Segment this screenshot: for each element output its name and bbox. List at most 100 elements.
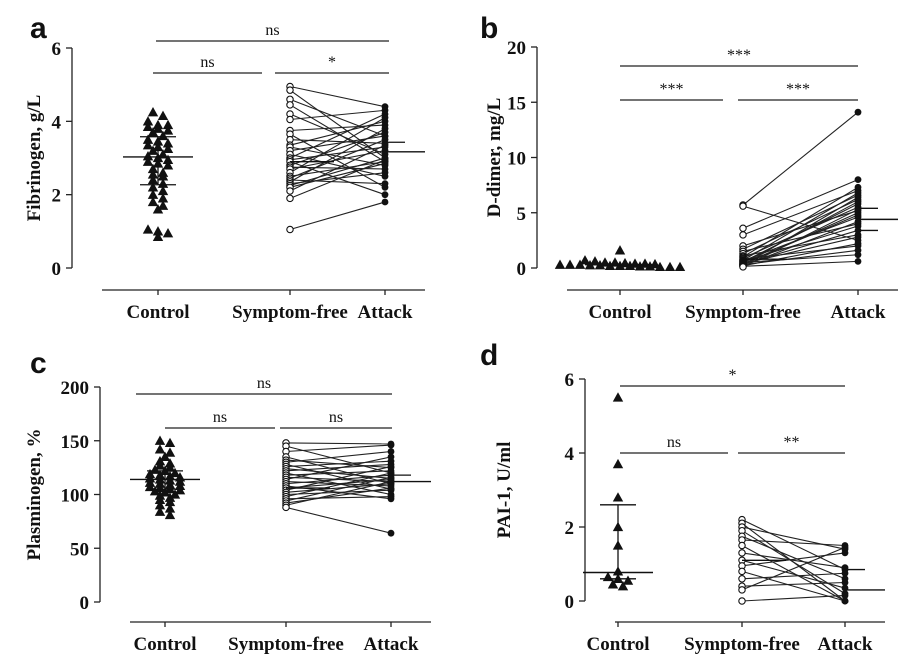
y-tick-label: 6	[565, 370, 575, 391]
control-point	[159, 451, 171, 462]
control-point	[142, 150, 154, 161]
significance-label: ns	[329, 409, 343, 426]
x-tick-label: Attack	[358, 302, 413, 323]
paired-line	[285, 470, 392, 476]
control-point	[154, 500, 166, 510]
y-axis-label: Plasminogen, %	[24, 429, 45, 561]
paired-line	[289, 139, 386, 179]
attack-point	[381, 156, 389, 164]
significance-label: ns	[213, 409, 227, 426]
control-point	[159, 487, 171, 497]
paired-line	[285, 506, 392, 534]
symptom-free-point	[738, 586, 746, 594]
paired-line	[289, 150, 386, 170]
significance-label: ns	[265, 22, 279, 39]
paired-line	[285, 481, 392, 506]
paired-line	[289, 117, 386, 174]
panel-letter: c	[30, 347, 47, 380]
y-axis-label: PAI-1, U/ml	[494, 442, 515, 539]
symptom-free-point	[286, 115, 294, 124]
control-point	[142, 224, 154, 234]
attack-point	[387, 453, 395, 461]
control-point	[152, 226, 164, 236]
attack-point	[387, 448, 395, 455]
y-tick-label: 20	[507, 38, 526, 59]
control-point	[612, 458, 624, 469]
control-point	[142, 156, 154, 166]
control-point	[564, 259, 576, 269]
control-point	[162, 125, 174, 135]
x-tick-label: Symptom-free	[684, 634, 800, 655]
paired-line	[289, 133, 386, 188]
control-point	[152, 231, 164, 241]
paired-line	[289, 124, 386, 132]
panel-a: a 0 2 4 6 Fibrinogen, g/L Control Symptom-free A…	[24, 12, 425, 323]
paired-line	[285, 450, 392, 463]
significance-label: **	[784, 434, 800, 451]
attack-point	[387, 493, 395, 501]
x-tick-label: Attack	[364, 634, 419, 655]
symptom-free-point	[286, 187, 294, 195]
paired-line	[741, 594, 846, 602]
control-point	[152, 204, 164, 214]
control-point	[157, 193, 169, 203]
paired-line	[289, 85, 386, 108]
symptom-free-point	[738, 597, 746, 605]
paired-line	[741, 539, 846, 547]
paired-line	[742, 221, 859, 267]
paired-line	[742, 196, 859, 266]
paired-line	[285, 487, 392, 504]
control-point	[589, 256, 601, 266]
paired-line	[289, 201, 386, 231]
y-axis-label: Fibrinogen, g/L	[24, 95, 45, 222]
x-tick-label: Symptom-free	[685, 302, 801, 323]
attack-point	[381, 191, 389, 199]
symptom-free-point	[738, 549, 746, 557]
symptom-free-point	[738, 541, 746, 550]
paired-line	[289, 89, 386, 159]
attack-point	[854, 246, 862, 254]
panel-d: d 0 2 4 6 PAI-1, U/ml Control Symptom-free Attac…	[480, 339, 885, 655]
y-tick-label: 2	[565, 518, 575, 539]
control-point	[162, 119, 174, 130]
control-point	[607, 579, 619, 589]
paired-line	[289, 159, 386, 199]
paired-line	[742, 186, 859, 258]
control-point	[162, 138, 174, 148]
significance-label: *	[328, 54, 336, 71]
attack-point	[854, 108, 862, 116]
attack-point	[387, 484, 395, 492]
significance-label: ***	[786, 81, 810, 98]
paired-line	[285, 456, 392, 480]
paired-line	[285, 496, 392, 500]
paired-line	[742, 260, 859, 267]
attack-point	[381, 180, 389, 188]
paired-line	[289, 98, 386, 137]
control-point	[147, 163, 159, 174]
paired-line	[741, 546, 846, 591]
x-tick-label: Control	[134, 634, 197, 655]
paired-line	[289, 128, 386, 183]
attack-point	[381, 169, 389, 177]
control-point	[147, 182, 159, 192]
control-point	[164, 437, 176, 448]
attack-point	[381, 125, 389, 133]
symptom-free-point	[286, 194, 294, 203]
significance-label: ***	[727, 47, 751, 64]
y-tick-label: 150	[61, 432, 90, 453]
attack-point	[381, 136, 389, 144]
control-point	[612, 492, 624, 502]
attack-point	[381, 141, 389, 149]
panel-letter: b	[480, 12, 498, 45]
x-tick-label: Symptom-free	[232, 302, 348, 323]
control-point	[164, 496, 176, 507]
paired-line	[285, 472, 392, 498]
attack-point	[387, 529, 395, 537]
paired-line	[285, 476, 392, 502]
control-point	[142, 139, 154, 150]
control-point	[157, 200, 169, 210]
paired-line	[285, 444, 392, 453]
x-tick-label: Symptom-free	[228, 634, 344, 655]
control-point	[614, 245, 626, 255]
